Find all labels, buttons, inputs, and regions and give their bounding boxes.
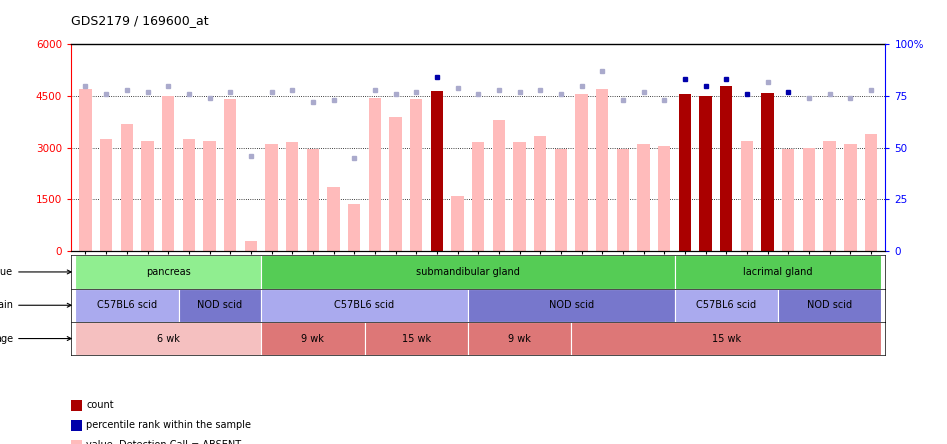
Bar <box>674 255 882 289</box>
Bar <box>75 322 261 355</box>
Bar <box>513 143 526 251</box>
Bar <box>100 139 113 251</box>
Text: lacrimal gland: lacrimal gland <box>743 267 813 277</box>
Bar <box>596 89 609 251</box>
Bar <box>555 149 567 251</box>
Text: NOD scid: NOD scid <box>548 300 594 310</box>
Bar <box>75 255 261 289</box>
Bar <box>410 99 422 251</box>
Bar <box>261 289 468 322</box>
Text: 9 wk: 9 wk <box>301 333 324 344</box>
Bar <box>389 117 402 251</box>
Bar <box>534 135 546 251</box>
Bar <box>141 141 153 251</box>
Bar <box>75 289 179 322</box>
Bar <box>637 144 650 251</box>
Bar <box>452 196 464 251</box>
Bar <box>741 141 753 251</box>
Bar <box>468 289 674 322</box>
Bar <box>162 96 174 251</box>
Bar <box>368 98 381 251</box>
Bar <box>571 322 882 355</box>
Bar <box>803 148 815 251</box>
Bar <box>844 144 856 251</box>
Bar <box>824 141 836 251</box>
Text: 15 wk: 15 wk <box>402 333 431 344</box>
Bar <box>616 149 629 251</box>
Bar <box>472 143 485 251</box>
Bar <box>365 322 468 355</box>
Text: GDS2179 / 169600_at: GDS2179 / 169600_at <box>71 14 208 27</box>
Bar <box>80 89 92 251</box>
Text: submandibular gland: submandibular gland <box>416 267 520 277</box>
Text: NOD scid: NOD scid <box>197 300 242 310</box>
Bar <box>286 143 298 251</box>
Text: C57BL6 scid: C57BL6 scid <box>97 300 157 310</box>
Text: C57BL6 scid: C57BL6 scid <box>334 300 395 310</box>
Bar <box>674 289 777 322</box>
Text: percentile rank within the sample: percentile rank within the sample <box>86 420 251 430</box>
Text: NOD scid: NOD scid <box>807 300 852 310</box>
Text: count: count <box>86 400 114 410</box>
Bar <box>782 149 795 251</box>
Bar <box>261 255 674 289</box>
Text: tissue: tissue <box>0 267 71 277</box>
Text: value, Detection Call = ABSENT: value, Detection Call = ABSENT <box>86 440 241 444</box>
Bar <box>431 91 443 251</box>
Bar <box>348 204 361 251</box>
Bar <box>204 141 216 251</box>
Bar <box>777 289 882 322</box>
Bar <box>328 187 340 251</box>
Bar <box>700 96 712 251</box>
Bar <box>720 86 732 251</box>
Text: 9 wk: 9 wk <box>509 333 531 344</box>
Bar <box>761 93 774 251</box>
Bar <box>244 241 257 251</box>
Bar <box>865 134 877 251</box>
Bar <box>183 139 195 251</box>
Text: strain: strain <box>0 300 71 310</box>
Bar <box>576 94 588 251</box>
Bar <box>492 120 505 251</box>
Text: 6 wk: 6 wk <box>157 333 180 344</box>
Bar <box>468 322 571 355</box>
Bar <box>179 289 261 322</box>
Bar <box>120 123 133 251</box>
Text: C57BL6 scid: C57BL6 scid <box>696 300 757 310</box>
Text: 15 wk: 15 wk <box>712 333 741 344</box>
Bar <box>224 99 237 251</box>
Bar <box>261 322 365 355</box>
Bar <box>679 94 691 251</box>
Bar <box>265 144 277 251</box>
Bar <box>307 149 319 251</box>
Text: age: age <box>0 333 71 344</box>
Text: pancreas: pancreas <box>146 267 190 277</box>
Bar <box>658 146 670 251</box>
